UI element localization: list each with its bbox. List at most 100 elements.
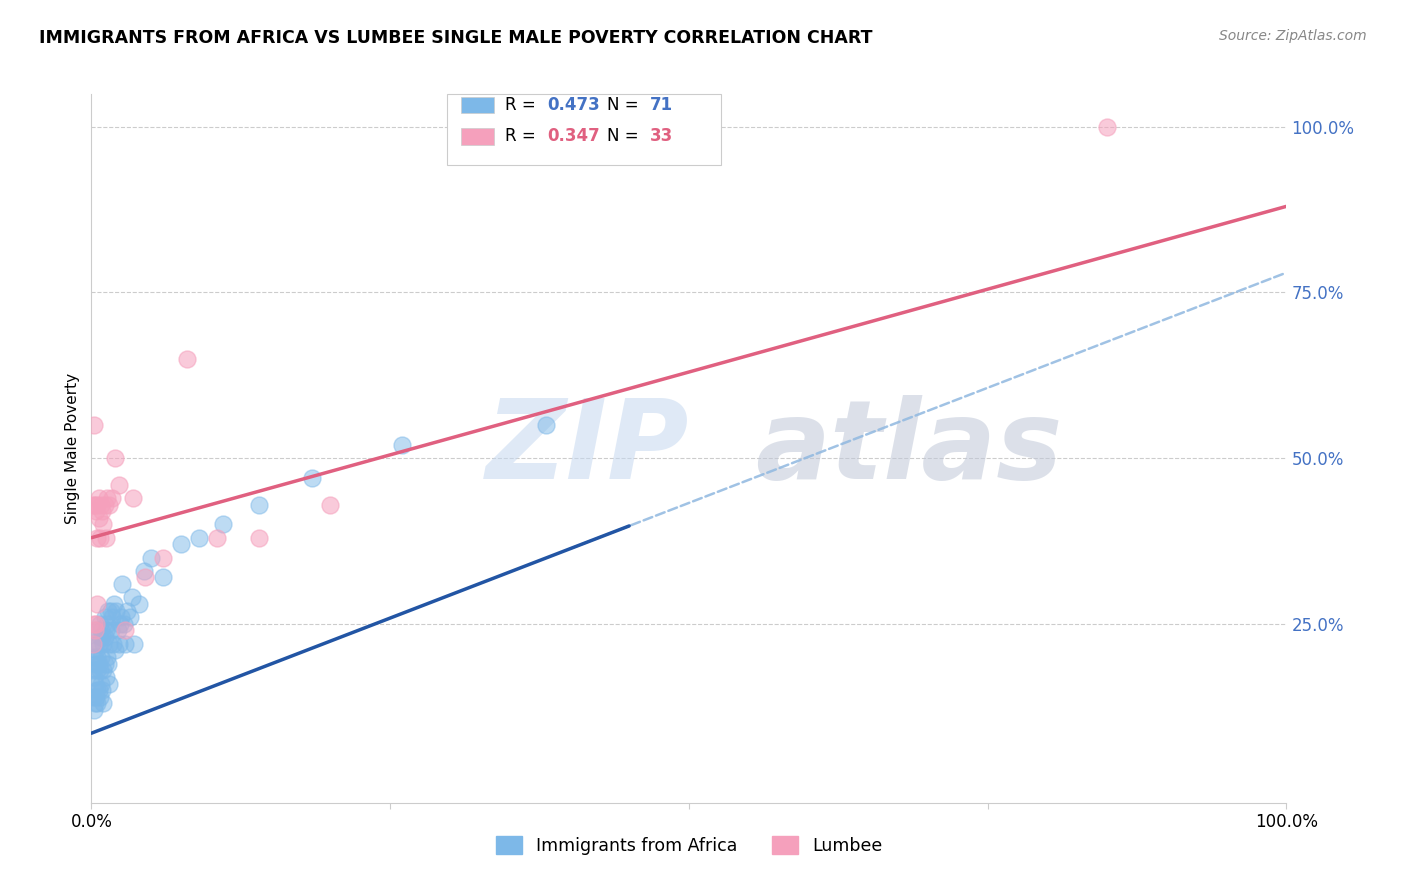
Point <box>134 570 156 584</box>
Point <box>91 504 114 518</box>
Point <box>98 637 121 651</box>
Point <box>93 498 115 512</box>
Text: 0.347: 0.347 <box>547 128 600 145</box>
Point <box>82 690 104 704</box>
Y-axis label: Single Male Poverty: Single Male Poverty <box>65 373 80 524</box>
Text: N =: N = <box>607 96 644 114</box>
Point <box>91 683 114 698</box>
Point <box>96 650 118 665</box>
Point <box>205 531 228 545</box>
Point <box>100 624 122 638</box>
Point <box>114 624 136 638</box>
Point <box>89 630 111 644</box>
Point <box>108 637 131 651</box>
Point <box>82 637 104 651</box>
Point <box>90 624 112 638</box>
Point <box>87 511 110 525</box>
Point <box>114 637 136 651</box>
Text: 0.473: 0.473 <box>547 96 600 114</box>
Point <box>86 663 108 677</box>
Point <box>108 477 131 491</box>
Point <box>98 498 121 512</box>
Text: 71: 71 <box>650 96 672 114</box>
Point <box>100 610 122 624</box>
Point <box>319 498 342 512</box>
Point <box>93 657 115 671</box>
Point <box>97 657 120 671</box>
Point <box>86 597 108 611</box>
Point <box>152 570 174 584</box>
Point <box>84 676 107 690</box>
Point <box>112 616 135 631</box>
Point <box>87 637 110 651</box>
Point <box>124 637 146 651</box>
Point <box>301 471 323 485</box>
Point <box>91 630 114 644</box>
Point <box>170 537 193 551</box>
Point <box>89 616 111 631</box>
Point <box>97 604 120 618</box>
Point <box>115 604 138 618</box>
Point <box>211 517 233 532</box>
Point <box>86 531 108 545</box>
Point <box>187 531 211 545</box>
Point <box>87 683 110 698</box>
Point <box>93 517 114 532</box>
Point <box>141 550 162 565</box>
Point <box>122 491 145 505</box>
Point <box>86 498 108 512</box>
Point <box>176 351 198 366</box>
Point <box>96 491 118 505</box>
Point <box>84 637 107 651</box>
Point <box>98 676 121 690</box>
Point <box>84 624 107 638</box>
Point <box>82 663 104 677</box>
Legend: Immigrants from Africa, Lumbee: Immigrants from Africa, Lumbee <box>489 829 889 862</box>
Point <box>1097 120 1119 134</box>
Point <box>110 610 132 624</box>
Point <box>152 550 174 565</box>
Point <box>121 591 143 605</box>
Point <box>89 663 111 677</box>
Point <box>108 616 131 631</box>
Point <box>132 564 155 578</box>
Text: 33: 33 <box>650 128 673 145</box>
Point <box>247 498 270 512</box>
Point <box>86 683 108 698</box>
Point <box>93 663 114 677</box>
Point <box>83 703 105 717</box>
Point <box>84 616 107 631</box>
Point <box>128 597 150 611</box>
Point <box>83 417 105 432</box>
Point <box>391 438 413 452</box>
Point <box>93 630 115 644</box>
Point <box>103 597 125 611</box>
Point <box>84 657 107 671</box>
Point <box>82 498 104 512</box>
Point <box>83 670 105 684</box>
Point <box>93 610 115 624</box>
Point <box>87 491 110 505</box>
Point <box>84 697 107 711</box>
Text: R =: R = <box>505 128 541 145</box>
Point <box>96 616 118 631</box>
Point <box>86 697 108 711</box>
Point <box>100 491 122 505</box>
Point <box>90 676 112 690</box>
Point <box>94 531 117 545</box>
Point <box>93 697 114 711</box>
Point <box>90 650 112 665</box>
Text: ZIP: ZIP <box>486 395 689 501</box>
Point <box>100 604 122 618</box>
Point <box>105 604 128 618</box>
Text: atlas: atlas <box>755 395 1062 501</box>
Point <box>94 670 117 684</box>
Point <box>104 451 127 466</box>
Point <box>111 577 134 591</box>
Point <box>84 624 107 638</box>
Point <box>84 643 107 657</box>
Point <box>84 498 107 512</box>
Point <box>84 690 107 704</box>
Point <box>89 531 111 545</box>
Point <box>84 504 107 518</box>
